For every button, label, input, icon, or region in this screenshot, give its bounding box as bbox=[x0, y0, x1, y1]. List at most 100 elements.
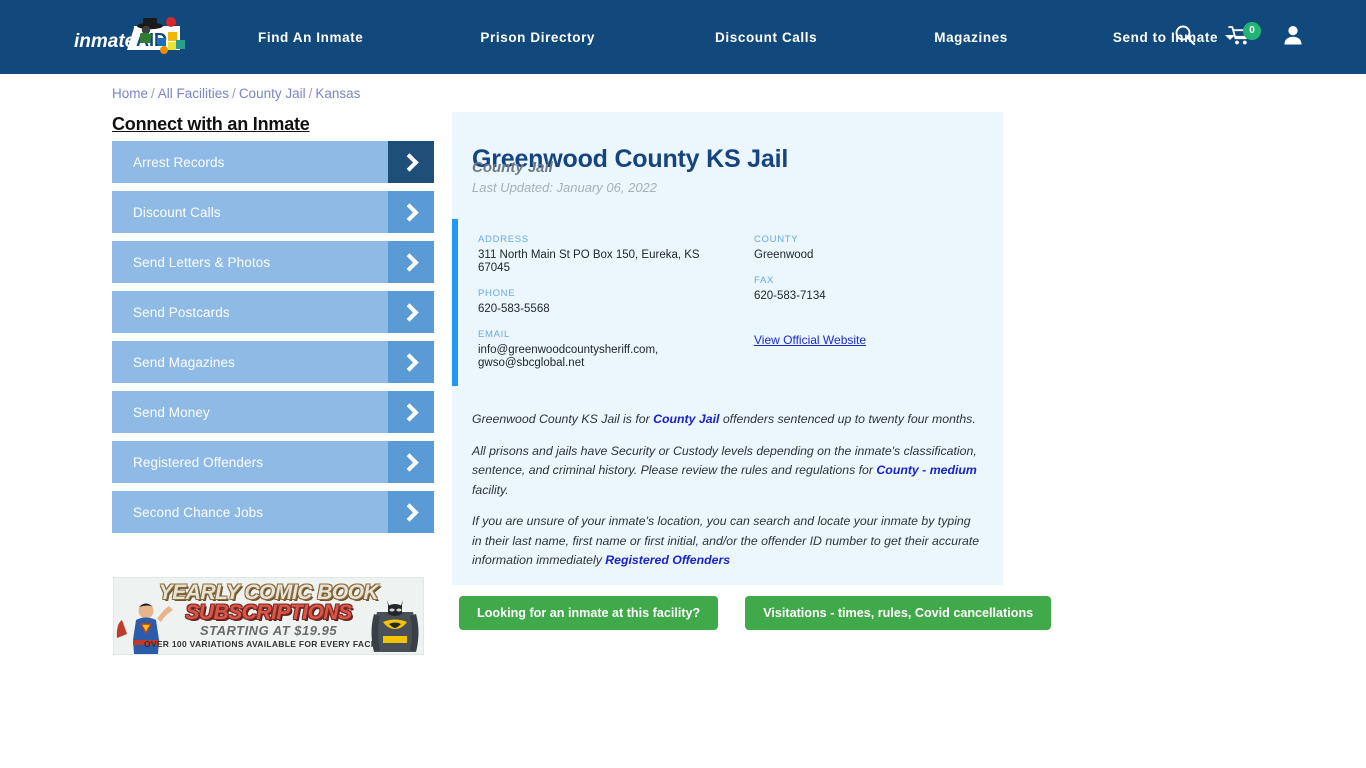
breadcrumb-separator: / bbox=[308, 86, 313, 101]
sidebar-item-label: Send Postcards bbox=[133, 304, 230, 320]
breadcrumb-separator: / bbox=[232, 86, 236, 101]
field-fax: FAX 620-583-7134 bbox=[754, 275, 984, 303]
batman-figure-icon bbox=[371, 600, 419, 652]
facility-type: County Jail bbox=[472, 159, 553, 176]
field-email: EMAIL info@greenwoodcountysheriff.com, g… bbox=[478, 329, 733, 370]
field-address: ADDRESS 311 North Main St PO Box 150, Eu… bbox=[478, 234, 733, 275]
field-label: EMAIL bbox=[478, 329, 511, 340]
contact-column-right: COUNTY Greenwood FAX 620-583-7134 View O… bbox=[754, 234, 984, 362]
breadcrumb: Home / All Facilities / County Jail / Kansas bbox=[112, 86, 360, 101]
nav-magazines[interactable]: Magazines bbox=[934, 30, 1008, 45]
chevron-right-icon bbox=[388, 391, 434, 433]
field-official-website: View Official Website bbox=[754, 316, 984, 349]
contact-column-left: ADDRESS 311 North Main St PO Box 150, Eu… bbox=[478, 234, 733, 383]
user-account-icon[interactable] bbox=[1282, 24, 1306, 50]
description-paragraph-2: All prisons and jails have Security or C… bbox=[472, 442, 980, 501]
field-value: Greenwood bbox=[754, 249, 814, 261]
site-header: inmate AID Find An Inmate Prison Directo… bbox=[0, 0, 1366, 74]
chevron-right-icon bbox=[388, 341, 434, 383]
breadcrumb-item-county-jail[interactable]: County Jail bbox=[238, 86, 306, 101]
facility-contact-block: ADDRESS 311 North Main St PO Box 150, Eu… bbox=[452, 219, 1003, 386]
ad-line-2: SUBSCRIPTIONS bbox=[185, 601, 352, 624]
sidebar-item-arrest-records[interactable]: Arrest Records bbox=[112, 141, 434, 183]
nav-find-an-inmate[interactable]: Find An Inmate bbox=[258, 30, 363, 45]
sidebar-item-label: Registered Offenders bbox=[133, 454, 264, 470]
site-logo[interactable]: inmate AID bbox=[72, 16, 196, 58]
chevron-right-icon bbox=[388, 491, 434, 533]
field-label: COUNTY bbox=[754, 234, 799, 245]
sidebar-menu: Arrest Records Discount Calls Send Lette… bbox=[112, 141, 434, 541]
nav-label: Find An Inmate bbox=[258, 29, 364, 45]
nav-discount-calls[interactable]: Discount Calls bbox=[715, 30, 817, 45]
ad-line-3: STARTING AT $19.95 bbox=[199, 623, 338, 638]
breadcrumb-item-kansas[interactable]: Kansas bbox=[315, 86, 361, 101]
sidebar-item-label: Send Letters & Photos bbox=[133, 254, 271, 270]
facility-description: Greenwood County KS Jail is for County J… bbox=[472, 410, 980, 571]
ad-line-1: YEARLY COMIC BOOK bbox=[158, 581, 379, 604]
sidebar-heading: Connect with an Inmate bbox=[112, 114, 310, 134]
facility-info-panel: Greenwood County KS Jail County Jail Las… bbox=[452, 112, 1003, 585]
accent-bar bbox=[452, 219, 458, 386]
chevron-right-icon bbox=[388, 441, 434, 483]
breadcrumb-item-all-facilities[interactable]: All Facilities bbox=[157, 86, 230, 101]
nav-label: Magazines bbox=[934, 29, 1008, 45]
field-value: 620-583-7134 bbox=[754, 290, 826, 302]
field-label: PHONE bbox=[478, 288, 516, 299]
p1-text-a: Greenwood County KS Jail is for bbox=[472, 412, 654, 426]
ad-line-4: OVER 100 VARIATIONS AVAILABLE FOR EVERY … bbox=[143, 639, 394, 649]
description-paragraph-1: Greenwood County KS Jail is for County J… bbox=[472, 410, 980, 430]
sidebar-item-registered-offenders[interactable]: Registered Offenders bbox=[112, 441, 434, 483]
registered-offenders-link[interactable]: Registered Offenders bbox=[605, 553, 731, 567]
chevron-right-icon bbox=[388, 241, 434, 283]
county-jail-link[interactable]: County Jail bbox=[653, 412, 720, 426]
field-county: COUNTY Greenwood bbox=[754, 234, 984, 262]
nav-label: Discount Calls bbox=[715, 29, 818, 45]
svg-text:inmate: inmate bbox=[74, 31, 136, 52]
field-value: info@greenwoodcountysheriff.com, gwso@sb… bbox=[478, 344, 659, 369]
sidebar-item-label: Second Chance Jobs bbox=[133, 504, 264, 520]
field-value: 311 North Main St PO Box 150, Eureka, KS… bbox=[478, 249, 700, 274]
nav-prison-directory[interactable]: Prison Directory bbox=[480, 30, 595, 45]
sidebar-item-second-chance-jobs[interactable]: Second Chance Jobs bbox=[112, 491, 434, 533]
sidebar-item-label: Discount Calls bbox=[133, 204, 221, 220]
field-label bbox=[754, 316, 984, 327]
chevron-right-icon bbox=[388, 141, 434, 183]
sidebar-item-send-letters-photos[interactable]: Send Letters & Photos bbox=[112, 241, 434, 283]
description-paragraph-3: If you are unsure of your inmate's locat… bbox=[472, 512, 980, 571]
chevron-right-icon bbox=[388, 191, 434, 233]
superman-figure-icon bbox=[116, 603, 173, 654]
main-navigation: Find An Inmate Prison Directory Discount… bbox=[258, 0, 1236, 74]
looking-for-inmate-button[interactable]: Looking for an inmate at this facility? bbox=[459, 596, 719, 630]
page-title: Greenwood County KS Jail bbox=[472, 144, 789, 173]
field-label: ADDRESS bbox=[478, 234, 529, 245]
cta-button-row: Looking for an inmate at this facility? … bbox=[459, 596, 1052, 630]
p2-text-b: facility. bbox=[472, 482, 509, 497]
nav-label: Prison Directory bbox=[480, 29, 596, 45]
field-phone: PHONE 620-583-5568 bbox=[478, 288, 733, 316]
view-official-website-link[interactable]: View Official Website bbox=[754, 333, 867, 347]
p2-text-a: All prisons and jails have Security or C… bbox=[472, 443, 977, 478]
sidebar-item-label: Send Magazines bbox=[133, 354, 235, 370]
p1-text-b: offenders sentenced up to twenty four mo… bbox=[719, 412, 976, 426]
county-medium-link[interactable]: County - medium bbox=[876, 463, 977, 477]
sidebar-item-label: Send Money bbox=[133, 404, 210, 420]
sidebar-item-discount-calls[interactable]: Discount Calls bbox=[112, 191, 434, 233]
cart-icon[interactable]: 0 bbox=[1228, 22, 1261, 50]
sidebar-item-send-postcards[interactable]: Send Postcards bbox=[112, 291, 434, 333]
comic-book-subscription-ad[interactable]: YEARLY COMIC BOOK SUBSCRIPTIONS STARTING… bbox=[113, 577, 424, 655]
header-icon-group: 0 bbox=[1174, 0, 1306, 74]
chevron-right-icon bbox=[388, 291, 434, 333]
cart-count-badge: 0 bbox=[1243, 22, 1261, 40]
visitations-button[interactable]: Visitations - times, rules, Covid cancel… bbox=[745, 596, 1052, 630]
breadcrumb-item-home[interactable]: Home bbox=[112, 86, 149, 101]
inmateaid-logo-icon: inmate AID bbox=[74, 17, 185, 54]
sidebar-item-send-money[interactable]: Send Money bbox=[112, 391, 434, 433]
chevron-down-icon bbox=[1225, 34, 1236, 40]
last-updated-text: Last Updated: January 06, 2022 bbox=[472, 180, 658, 195]
breadcrumb-separator: / bbox=[151, 86, 155, 101]
field-label: FAX bbox=[754, 275, 775, 286]
sidebar-item-send-magazines[interactable]: Send Magazines bbox=[112, 341, 434, 383]
sidebar-item-label: Arrest Records bbox=[133, 154, 225, 170]
search-icon[interactable] bbox=[1174, 24, 1198, 50]
p3-text-a: If you are unsure of your inmate's locat… bbox=[472, 514, 980, 567]
